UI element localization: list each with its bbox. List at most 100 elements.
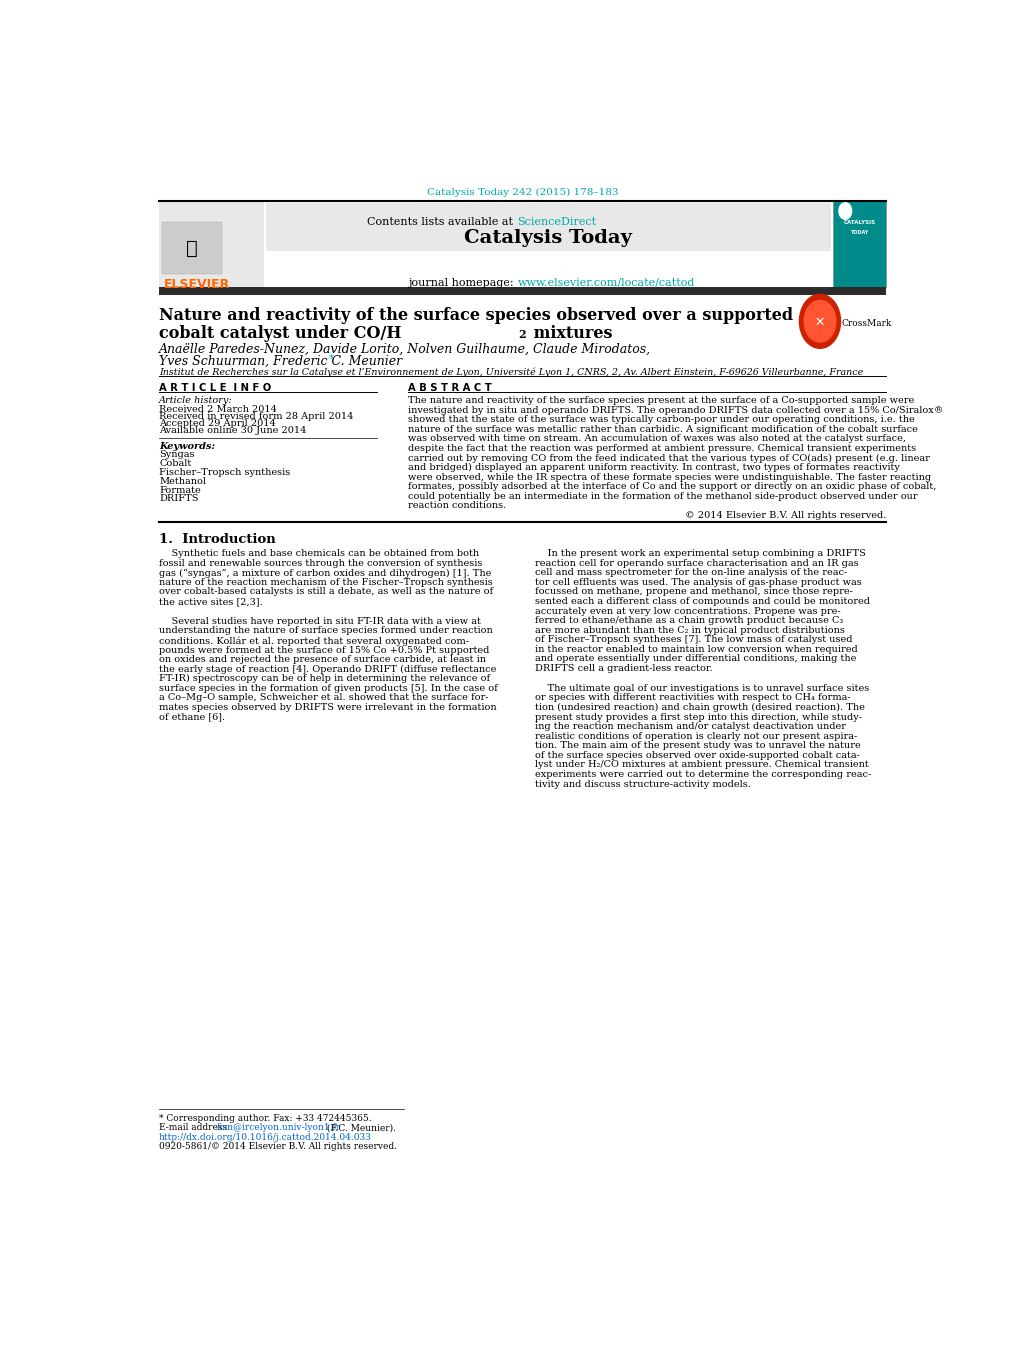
Text: formates, possibly adsorbed at the interface of Co and the support or directly o: formates, possibly adsorbed at the inter… bbox=[408, 482, 935, 492]
Text: carried out by removing CO from the feed indicated that the various types of CO(: carried out by removing CO from the feed… bbox=[408, 454, 929, 463]
Text: A R T I C L E  I N F O: A R T I C L E I N F O bbox=[159, 382, 271, 393]
Text: the active sites [2,3].: the active sites [2,3]. bbox=[159, 597, 263, 607]
Text: Fischer–Tropsch synthesis: Fischer–Tropsch synthesis bbox=[159, 467, 290, 477]
Text: 2: 2 bbox=[518, 328, 525, 339]
Text: investigated by in situ and operando DRIFTS. The operando DRIFTS data collected : investigated by in situ and operando DRI… bbox=[408, 405, 943, 415]
Text: cobalt catalyst under CO/H: cobalt catalyst under CO/H bbox=[159, 326, 401, 342]
Text: * Corresponding author. Fax: +33 472445365.: * Corresponding author. Fax: +33 4724453… bbox=[159, 1115, 371, 1123]
Text: tion (undesired reaction) and chain growth (desired reaction). The: tion (undesired reaction) and chain grow… bbox=[534, 703, 864, 712]
Text: could potentially be an intermediate in the formation of the methanol side-produ: could potentially be an intermediate in … bbox=[408, 492, 917, 501]
Text: Cobalt: Cobalt bbox=[159, 459, 192, 467]
Text: 🌲: 🌲 bbox=[186, 239, 198, 258]
Text: FT-IR) spectroscopy can be of help in determining the relevance of: FT-IR) spectroscopy can be of help in de… bbox=[159, 674, 490, 684]
Text: DRIFTS cell a gradient-less reactor.: DRIFTS cell a gradient-less reactor. bbox=[534, 663, 711, 673]
Text: cell and mass spectrometer for the on-line analysis of the reac-: cell and mass spectrometer for the on-li… bbox=[534, 569, 846, 577]
Text: was observed with time on stream. An accumulation of waxes was also noted at the: was observed with time on stream. An acc… bbox=[408, 435, 905, 443]
Text: CATALYSIS: CATALYSIS bbox=[844, 220, 875, 226]
Text: mixtures: mixtures bbox=[528, 326, 612, 342]
Text: Synthetic fuels and base chemicals can be obtained from both: Synthetic fuels and base chemicals can b… bbox=[159, 549, 479, 558]
Text: 1.  Introduction: 1. Introduction bbox=[159, 534, 275, 547]
Text: sented each a different class of compounds and could be monitored: sented each a different class of compoun… bbox=[534, 597, 869, 607]
Circle shape bbox=[839, 203, 851, 219]
Text: focussed on methane, propene and methanol, since those repre-: focussed on methane, propene and methano… bbox=[534, 588, 852, 596]
Text: ferred to ethane/ethane as a chain growth product because C₃: ferred to ethane/ethane as a chain growt… bbox=[534, 616, 842, 626]
Text: Nature and reactivity of the surface species observed over a supported: Nature and reactivity of the surface spe… bbox=[159, 307, 793, 324]
Text: Formate: Formate bbox=[159, 485, 201, 494]
Text: conditions. Kollár et al. reported that several oxygenated com-: conditions. Kollár et al. reported that … bbox=[159, 636, 469, 646]
FancyBboxPatch shape bbox=[159, 286, 886, 296]
Text: gas (“syngas”, a mixture of carbon oxides and dihydrogen) [1]. The: gas (“syngas”, a mixture of carbon oxide… bbox=[159, 569, 491, 578]
Text: showed that the state of the surface was typically carbon-poor under our operati: showed that the state of the surface was… bbox=[408, 415, 914, 424]
Text: Institut de Recherches sur la Catalyse et l’Environnement de Lyon, Université Ly: Institut de Recherches sur la Catalyse e… bbox=[159, 367, 862, 377]
Text: Available online 30 June 2014: Available online 30 June 2014 bbox=[159, 427, 306, 435]
Text: ELSEVIER: ELSEVIER bbox=[164, 277, 230, 290]
Text: TODAY: TODAY bbox=[850, 231, 868, 235]
Text: Methanol: Methanol bbox=[159, 477, 206, 486]
Text: Received in revised form 28 April 2014: Received in revised form 28 April 2014 bbox=[159, 412, 354, 420]
FancyBboxPatch shape bbox=[162, 223, 221, 274]
Text: mates species observed by DRIFTS were irrelevant in the formation: mates species observed by DRIFTS were ir… bbox=[159, 703, 496, 712]
Text: A B S T R A C T: A B S T R A C T bbox=[408, 382, 491, 393]
Text: or species with different reactivities with respect to CH₄ forma-: or species with different reactivities w… bbox=[534, 693, 850, 703]
Text: DRIFTS: DRIFTS bbox=[159, 494, 199, 504]
Text: reaction cell for operando surface characterisation and an IR gas: reaction cell for operando surface chara… bbox=[534, 559, 857, 567]
Text: are more abundant than the C₂ in typical product distributions: are more abundant than the C₂ in typical… bbox=[534, 626, 844, 635]
Text: 0920-5861/© 2014 Elsevier B.V. All rights reserved.: 0920-5861/© 2014 Elsevier B.V. All right… bbox=[159, 1142, 396, 1151]
Circle shape bbox=[803, 300, 835, 342]
Text: Catalysis Today 242 (2015) 178–183: Catalysis Today 242 (2015) 178–183 bbox=[427, 188, 618, 197]
Text: www.elsevier.com/locate/cattod: www.elsevier.com/locate/cattod bbox=[517, 277, 694, 288]
Text: ✕: ✕ bbox=[814, 316, 824, 328]
Text: CrossMark: CrossMark bbox=[841, 319, 891, 328]
Text: pounds were formed at the surface of 15% Co +0.5% Pt supported: pounds were formed at the surface of 15%… bbox=[159, 646, 489, 655]
Text: The nature and reactivity of the surface species present at the surface of a Co-: The nature and reactivity of the surface… bbox=[408, 396, 913, 405]
Text: realistic conditions of operation is clearly not our present aspira-: realistic conditions of operation is cle… bbox=[534, 732, 856, 740]
Text: journal homepage:: journal homepage: bbox=[408, 277, 517, 288]
FancyBboxPatch shape bbox=[266, 203, 830, 250]
Text: Keywords:: Keywords: bbox=[159, 442, 215, 451]
Text: fossil and renewable sources through the conversion of synthesis: fossil and renewable sources through the… bbox=[159, 559, 482, 567]
Text: surface species in the formation of given products [5]. In the case of: surface species in the formation of give… bbox=[159, 684, 497, 693]
Text: *: * bbox=[328, 354, 333, 363]
Text: http://dx.doi.org/10.1016/j.cattod.2014.04.033: http://dx.doi.org/10.1016/j.cattod.2014.… bbox=[159, 1132, 372, 1142]
FancyBboxPatch shape bbox=[159, 200, 264, 286]
Text: Anaëlle Paredes-Nunez, Davide Lorito, Nolven Guilhaume, Claude Mirodatos,: Anaëlle Paredes-Nunez, Davide Lorito, No… bbox=[159, 343, 650, 357]
Circle shape bbox=[799, 295, 840, 349]
Text: reaction conditions.: reaction conditions. bbox=[408, 501, 505, 511]
Text: despite the fact that the reaction was performed at ambient pressure. Chemical t: despite the fact that the reaction was p… bbox=[408, 444, 915, 453]
Text: E-mail address:: E-mail address: bbox=[159, 1123, 233, 1132]
Text: Article history:: Article history: bbox=[159, 396, 232, 405]
FancyBboxPatch shape bbox=[833, 200, 886, 286]
Text: of ethane [6].: of ethane [6]. bbox=[159, 712, 225, 721]
Text: The ultimate goal of our investigations is to unravel surface sites: The ultimate goal of our investigations … bbox=[534, 684, 868, 693]
Text: on oxides and rejected the presence of surface carbide, at least in: on oxides and rejected the presence of s… bbox=[159, 655, 486, 665]
Text: In the present work an experimental setup combining a DRIFTS: In the present work an experimental setu… bbox=[534, 549, 865, 558]
Text: Contents lists available at: Contents lists available at bbox=[367, 218, 517, 227]
Text: ing the reaction mechanism and/or catalyst deactivation under: ing the reaction mechanism and/or cataly… bbox=[534, 723, 845, 731]
Text: Several studies have reported in situ FT-IR data with a view at: Several studies have reported in situ FT… bbox=[159, 617, 481, 626]
Text: nature of the surface was metallic rather than carbidic. A significant modificat: nature of the surface was metallic rathe… bbox=[408, 426, 917, 434]
Text: nature of the reaction mechanism of the Fischer–Tropsch synthesis: nature of the reaction mechanism of the … bbox=[159, 578, 492, 586]
Text: tor cell effluents was used. The analysis of gas-phase product was: tor cell effluents was used. The analysi… bbox=[534, 578, 860, 586]
Text: Syngas: Syngas bbox=[159, 450, 195, 459]
Text: ScienceDirect: ScienceDirect bbox=[517, 218, 596, 227]
Text: Accepted 29 April 2014: Accepted 29 April 2014 bbox=[159, 419, 275, 428]
Text: were observed, while the IR spectra of these formate species were undistinguisha: were observed, while the IR spectra of t… bbox=[408, 473, 930, 482]
Text: a Co–Mg–O sample, Schweicher et al. showed that the surface for-: a Co–Mg–O sample, Schweicher et al. show… bbox=[159, 693, 488, 703]
Text: tion. The main aim of the present study was to unravel the nature: tion. The main aim of the present study … bbox=[534, 742, 859, 750]
Text: experiments were carried out to determine the corresponding reac-: experiments were carried out to determin… bbox=[534, 770, 870, 780]
Text: and bridged) displayed an apparent uniform reactivity. In contrast, two types of: and bridged) displayed an apparent unifo… bbox=[408, 463, 899, 473]
Text: (F.C. Meunier).: (F.C. Meunier). bbox=[324, 1123, 396, 1132]
Text: accurately even at very low concentrations. Propene was pre-: accurately even at very low concentratio… bbox=[534, 607, 840, 616]
Text: the early stage of reaction [4]. Operando DRIFT (diffuse reflectance: the early stage of reaction [4]. Operand… bbox=[159, 665, 496, 674]
Text: lyst under H₂/CO mixtures at ambient pressure. Chemical transient: lyst under H₂/CO mixtures at ambient pre… bbox=[534, 761, 867, 770]
Text: tivity and discuss structure-activity models.: tivity and discuss structure-activity mo… bbox=[534, 780, 750, 789]
Text: in the reactor enabled to maintain low conversion when required: in the reactor enabled to maintain low c… bbox=[534, 644, 857, 654]
Text: © 2014 Elsevier B.V. All rights reserved.: © 2014 Elsevier B.V. All rights reserved… bbox=[685, 511, 886, 520]
Text: Catalysis Today: Catalysis Today bbox=[464, 230, 632, 247]
Text: of Fischer–Tropsch syntheses [7]. The low mass of catalyst used: of Fischer–Tropsch syntheses [7]. The lo… bbox=[534, 635, 851, 644]
Text: understanding the nature of surface species formed under reaction: understanding the nature of surface spec… bbox=[159, 627, 492, 635]
Text: Received 2 March 2014: Received 2 March 2014 bbox=[159, 404, 277, 413]
Text: fcm@ircelyon.univ-lyon1.fr: fcm@ircelyon.univ-lyon1.fr bbox=[217, 1123, 340, 1132]
Text: and operate essentially under differential conditions, making the: and operate essentially under differenti… bbox=[534, 654, 855, 663]
Text: present study provides a first step into this direction, while study-: present study provides a first step into… bbox=[534, 712, 861, 721]
